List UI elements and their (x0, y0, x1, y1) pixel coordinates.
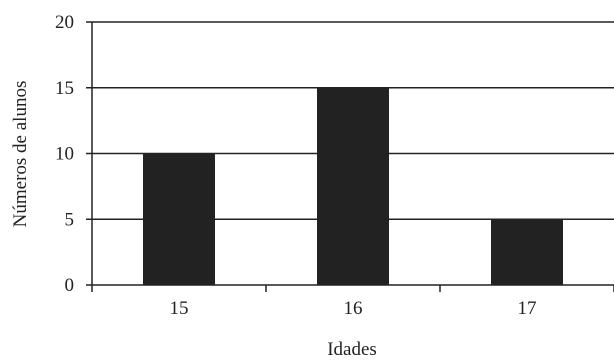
y-tick-label-0: 0 (65, 275, 75, 296)
axes (86, 21, 614, 292)
y-tick-label-10: 10 (55, 144, 74, 165)
bars (143, 87, 563, 285)
tick-labels: 0 5 10 15 20 15 16 17 (55, 12, 537, 319)
y-axis-label: Números de alunos (10, 81, 31, 228)
bar-16 (317, 87, 389, 285)
x-axis-label: Idades (327, 339, 377, 360)
x-tick-label-17: 17 (518, 298, 537, 319)
y-tick-label-20: 20 (55, 12, 74, 33)
bar-15 (143, 153, 215, 285)
x-tick-label-15: 15 (170, 298, 189, 319)
y-tick-label-5: 5 (65, 209, 75, 230)
x-tick-label-16: 16 (344, 298, 363, 319)
bar-17 (491, 219, 563, 285)
y-tick-label-15: 15 (55, 78, 74, 99)
